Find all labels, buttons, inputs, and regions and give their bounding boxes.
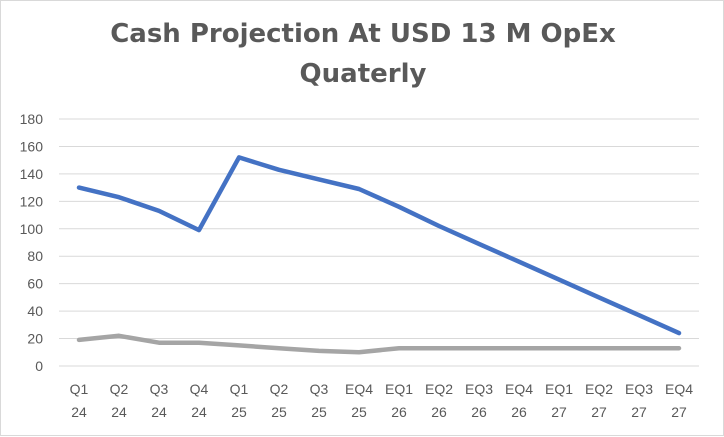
x-tick-label: Q4 xyxy=(190,381,209,397)
x-tick-label-year: 27 xyxy=(551,404,567,420)
x-tick-label: EQ1 xyxy=(545,381,573,397)
x-tick-label: EQ3 xyxy=(465,381,493,397)
x-tick-label: Q3 xyxy=(310,381,329,397)
y-tick-label: 160 xyxy=(20,138,44,154)
y-tick-label: 60 xyxy=(27,276,43,292)
x-tick-label-year: 26 xyxy=(471,404,487,420)
x-tick-label-year: 25 xyxy=(351,404,367,420)
y-tick-label: 100 xyxy=(20,221,44,237)
x-tick-label: EQ1 xyxy=(385,381,413,397)
x-tick-label: Q1 xyxy=(70,381,89,397)
x-tick-label-year: 24 xyxy=(111,404,127,420)
x-tick-label-year: 27 xyxy=(631,404,647,420)
y-tick-label: 20 xyxy=(27,331,43,347)
x-tick-label-year: 27 xyxy=(591,404,607,420)
x-tick-label-year: 25 xyxy=(231,404,247,420)
y-tick-label: 180 xyxy=(20,111,44,127)
x-tick-label: EQ2 xyxy=(585,381,613,397)
x-tick-label-year: 27 xyxy=(671,404,687,420)
x-tick-label: Q2 xyxy=(270,381,289,397)
x-tick-label-year: 24 xyxy=(71,404,87,420)
x-tick-label: EQ4 xyxy=(505,381,533,397)
x-tick-label: EQ2 xyxy=(425,381,453,397)
x-tick-label-year: 26 xyxy=(391,404,407,420)
chart-title-line-2: Quaterly xyxy=(299,59,427,89)
x-tick-label-year: 25 xyxy=(311,404,327,420)
x-tick-label-year: 26 xyxy=(431,404,447,420)
chart-title-line-1: Cash Projection At USD 13 M OpEx xyxy=(110,19,616,49)
y-tick-label: 0 xyxy=(35,358,43,374)
x-tick-label-year: 26 xyxy=(511,404,527,420)
y-tick-label: 40 xyxy=(27,303,43,319)
x-tick-label: Q3 xyxy=(150,381,169,397)
y-tick-label: 80 xyxy=(27,248,43,264)
x-tick-label: Q1 xyxy=(230,381,249,397)
x-tick-label: EQ4 xyxy=(665,381,693,397)
x-tick-label: EQ3 xyxy=(625,381,653,397)
x-tick-label-year: 25 xyxy=(271,404,287,420)
series-line-1 xyxy=(76,155,682,336)
x-tick-label: EQ4 xyxy=(345,381,373,397)
y-tick-label: 140 xyxy=(20,166,44,182)
x-tick-label: Q2 xyxy=(110,381,129,397)
y-tick-label: 120 xyxy=(20,193,44,209)
series-line-2 xyxy=(76,333,682,355)
x-tick-label-year: 24 xyxy=(151,404,167,420)
x-tick-label-year: 24 xyxy=(191,404,207,420)
